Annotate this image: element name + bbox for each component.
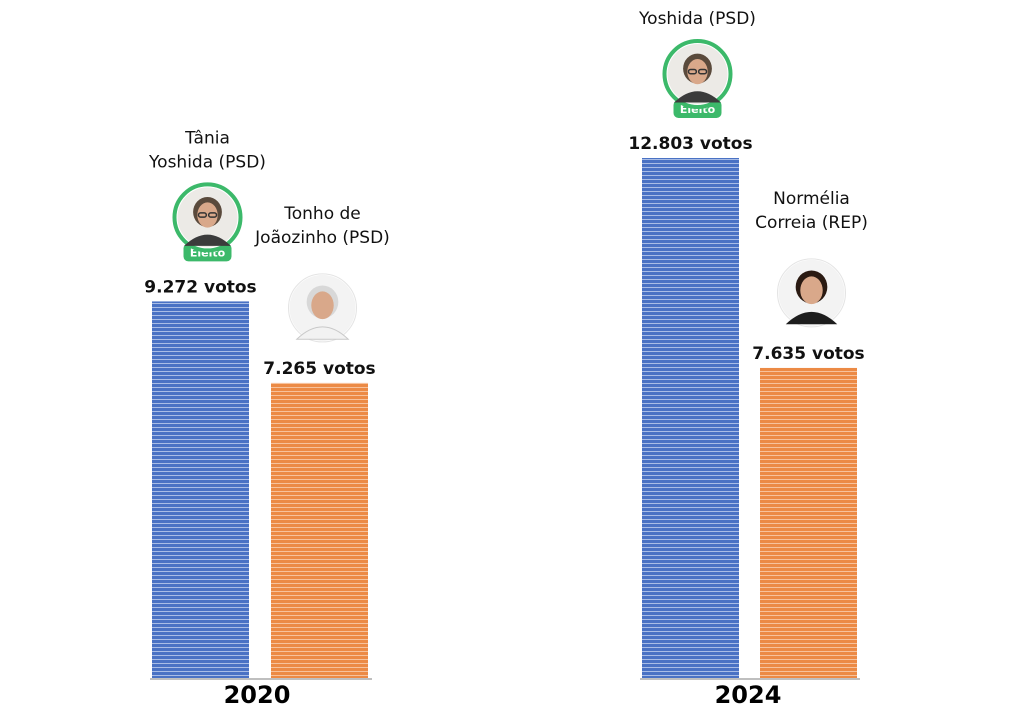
x-tick-label: 2024 (715, 681, 782, 709)
x-tick-label: 2020 (224, 681, 291, 709)
data-label: 12.803 votos (628, 134, 752, 154)
data-label: 9.272 votos (144, 277, 256, 297)
bar (271, 382, 368, 678)
bar (760, 367, 857, 678)
candidate-name-line2: Yoshida (PSD) (148, 152, 266, 172)
candidate-photo (288, 273, 357, 343)
bar (642, 158, 739, 678)
candidate-name-line1: Normélia (773, 189, 850, 209)
candidate-name-line2: Correia (REP) (755, 213, 868, 233)
candidate-name-line2: Joãozinho (PSD) (254, 228, 390, 248)
data-label: 7.265 votos (263, 359, 375, 379)
candidate-photo (662, 39, 733, 109)
data-label: 7.635 votos (752, 344, 864, 364)
candidate-name-line1: Tânia (184, 128, 230, 148)
bar (152, 301, 249, 678)
candidate-name-line1: Tânia (674, 0, 720, 5)
candidate-photo (777, 258, 846, 328)
candidate-name-line2: Yoshida (PSD) (638, 9, 756, 29)
candidate-photo (172, 182, 243, 253)
candidate-name-line1: Tonho de (283, 204, 361, 224)
